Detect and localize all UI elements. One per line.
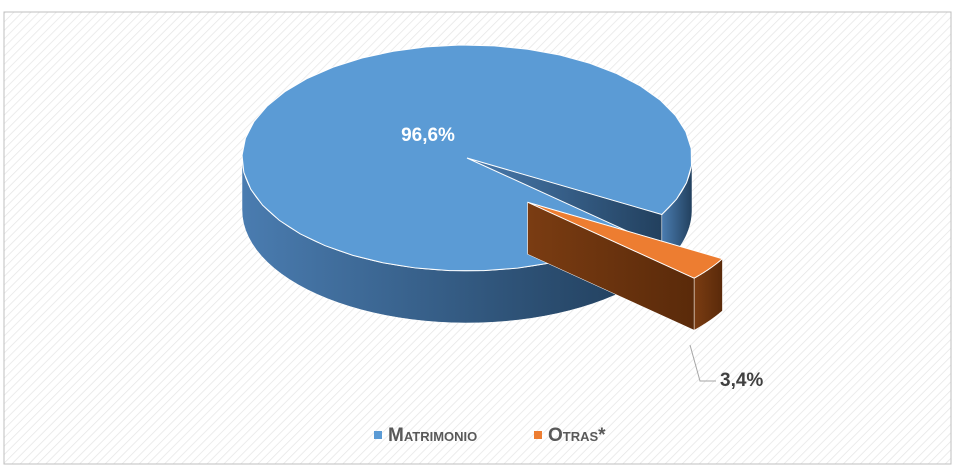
data-label: 96,6% bbox=[401, 125, 455, 146]
data-label: 3,4% bbox=[720, 370, 763, 391]
legend-swatch bbox=[534, 431, 542, 439]
leader-line bbox=[689, 344, 716, 382]
slice-top bbox=[241, 44, 692, 272]
legend-label: Matrimonio bbox=[388, 425, 477, 446]
legend-swatch bbox=[374, 431, 382, 439]
slice-top bbox=[527, 201, 724, 279]
pie-slice bbox=[527, 201, 724, 331]
legend-label: Otras* bbox=[548, 425, 606, 446]
